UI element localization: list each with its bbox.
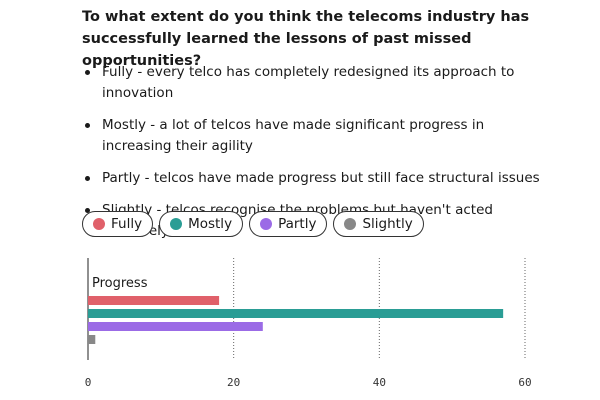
legend-toggle-slightly[interactable]: Slightly — [333, 211, 424, 237]
chart-bars — [88, 296, 504, 344]
bar-partly[interactable] — [88, 322, 263, 331]
legend-toggle-partly[interactable]: Partly — [249, 211, 328, 237]
legend-label-fully: Fully — [111, 216, 143, 232]
bar-mostly[interactable] — [88, 309, 504, 318]
bar-fully[interactable] — [88, 296, 220, 305]
legend-label-mostly: Mostly — [188, 216, 233, 232]
x-axis-ticks: 0 20 40 60 — [85, 376, 532, 389]
legend-dot-slightly — [344, 218, 357, 230]
category-label-progress: Progress — [92, 276, 148, 291]
survey-question: To what extent do you think the telecoms… — [82, 9, 530, 69]
chart-legend: Fully Mostly Partly Slightly — [82, 211, 424, 237]
legend-dot-mostly — [170, 218, 183, 230]
legend-label-slightly: Slightly — [362, 216, 413, 232]
bar-slightly[interactable] — [88, 335, 96, 344]
x-tick-label-0: 0 — [85, 376, 92, 389]
x-tick-label-40: 40 — [373, 376, 386, 389]
legend-toggle-fully[interactable]: Fully — [82, 211, 154, 237]
option-mostly: Mostly - a lot of telcos have made signi… — [82, 115, 552, 157]
x-tick-label-60: 60 — [518, 376, 531, 389]
option-partly: Partly - telcos have made progress but s… — [82, 168, 552, 189]
legend-label-partly: Partly — [278, 216, 317, 232]
legend-toggle-mostly[interactable]: Mostly — [159, 211, 244, 237]
option-fully: Fully - every telco has completely redes… — [82, 62, 552, 104]
legend-dot-fully — [93, 218, 105, 230]
x-tick-label-20: 20 — [227, 376, 240, 389]
legend-dot-partly — [260, 218, 273, 230]
chart-gridlines — [233, 258, 526, 360]
